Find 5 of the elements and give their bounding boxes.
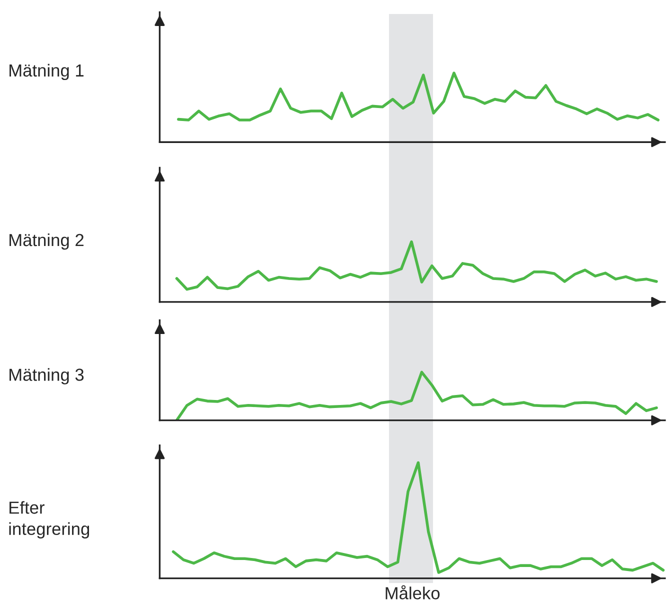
y-axis-title: Mätning 3 bbox=[10, 368, 84, 384]
y-axis-title: Mätning 1 bbox=[10, 64, 84, 80]
x-axis-title: Måleko bbox=[386, 585, 440, 600]
y-axis-title: Mätning 2 bbox=[10, 233, 84, 250]
y-axis-title: Efter integrering bbox=[9, 501, 90, 538]
